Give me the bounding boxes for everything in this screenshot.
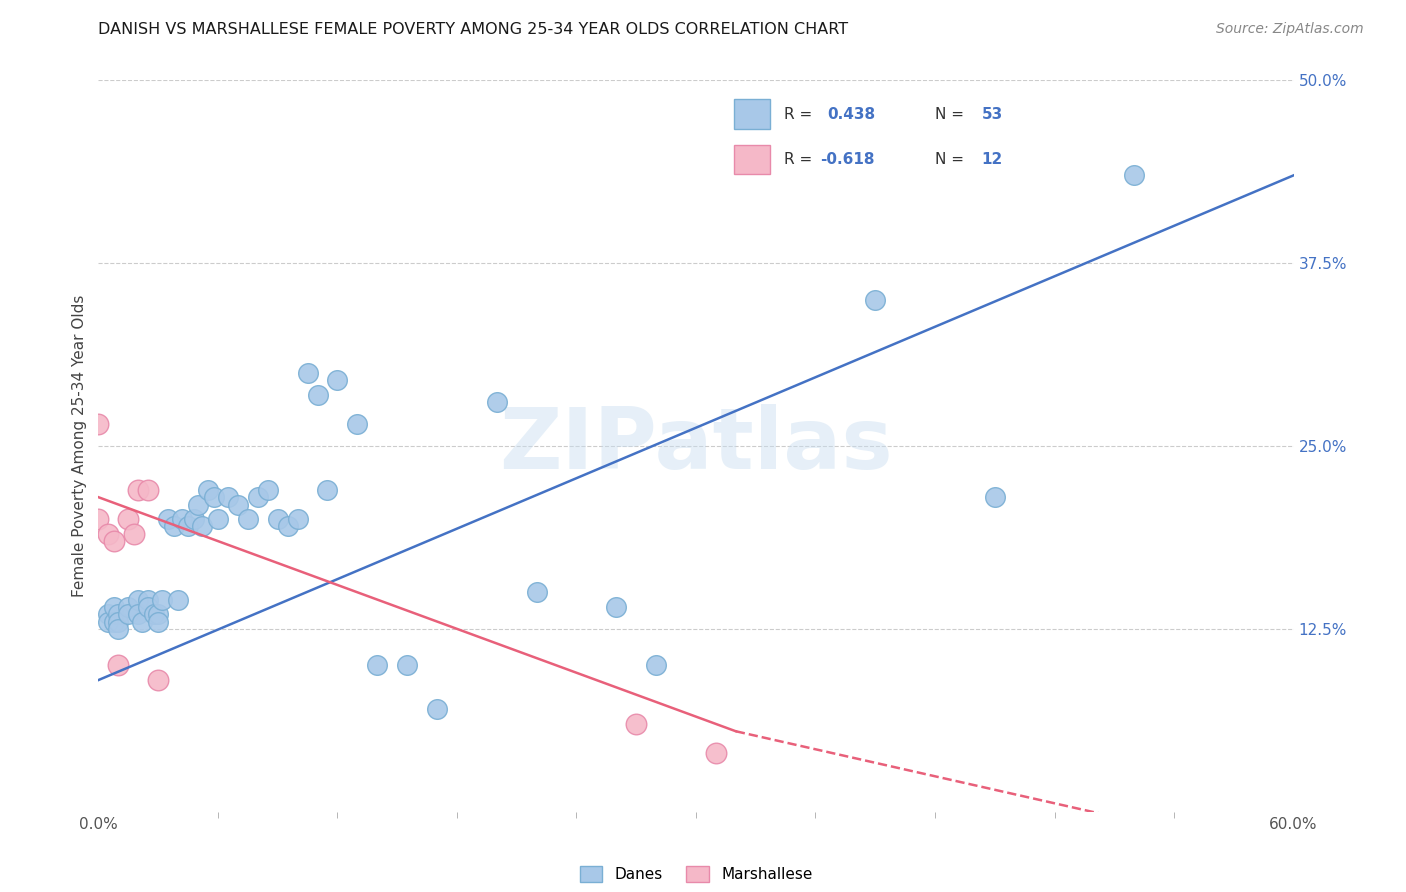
Point (172, 512, 194, 526)
Point (645, 658, 668, 673)
Point (117, 512, 139, 526)
Point (426, 702, 449, 716)
Point (202, 490, 225, 504)
Point (326, 373, 349, 387)
Point (207, 512, 229, 526)
Point (87, 417, 110, 431)
Point (97, 526, 120, 541)
Point (148, 673, 170, 687)
Point (148, 615, 170, 629)
Y-axis label: Female Poverty Among 25-34 Year Olds: Female Poverty Among 25-34 Year Olds (72, 295, 87, 597)
Point (226, 498, 249, 512)
Point (396, 658, 419, 673)
Point (256, 483, 278, 497)
Point (246, 490, 269, 504)
Point (167, 592, 190, 607)
Point (157, 512, 180, 526)
Point (366, 658, 388, 673)
Point (103, 615, 125, 629)
Point (124, 526, 146, 541)
Legend: Danes, Marshallese: Danes, Marshallese (574, 860, 818, 888)
Point (117, 599, 139, 614)
Point (984, 490, 1007, 504)
Point (131, 615, 153, 629)
Point (148, 607, 170, 622)
Point (316, 483, 339, 497)
Point (236, 512, 259, 526)
Point (107, 622, 129, 636)
Point (485, 395, 508, 409)
Point (187, 498, 209, 512)
Point (267, 512, 290, 526)
Point (346, 417, 368, 431)
Point (1123, 169, 1146, 183)
Point (136, 483, 159, 497)
Point (127, 483, 149, 497)
Point (605, 599, 627, 614)
Point (297, 366, 319, 380)
Point (526, 585, 548, 599)
Text: DANISH VS MARSHALLESE FEMALE POVERTY AMONG 25-34 YEAR OLDS CORRELATION CHART: DANISH VS MARSHALLESE FEMALE POVERTY AMO… (98, 22, 849, 37)
Point (97, 607, 120, 622)
Point (127, 592, 149, 607)
Point (177, 519, 200, 533)
Point (277, 519, 299, 533)
Point (626, 717, 648, 731)
Point (191, 519, 214, 533)
Point (97, 615, 120, 629)
Point (163, 519, 186, 533)
Text: Source: ZipAtlas.com: Source: ZipAtlas.com (1216, 22, 1364, 37)
Point (863, 293, 887, 307)
Point (183, 512, 205, 526)
Point (87, 512, 110, 526)
Point (127, 607, 149, 622)
Point (217, 490, 239, 504)
Point (197, 483, 219, 497)
Point (103, 534, 125, 549)
Point (143, 607, 166, 622)
Point (287, 512, 309, 526)
Text: ZIPatlas: ZIPatlas (499, 404, 893, 488)
Point (745, 110, 768, 124)
Point (117, 607, 139, 622)
Point (107, 615, 129, 629)
Point (136, 592, 159, 607)
Point (103, 599, 125, 614)
Point (136, 599, 159, 614)
Point (107, 607, 129, 622)
Point (150, 592, 173, 607)
Point (107, 658, 129, 673)
Point (704, 746, 727, 760)
Point (307, 388, 329, 402)
